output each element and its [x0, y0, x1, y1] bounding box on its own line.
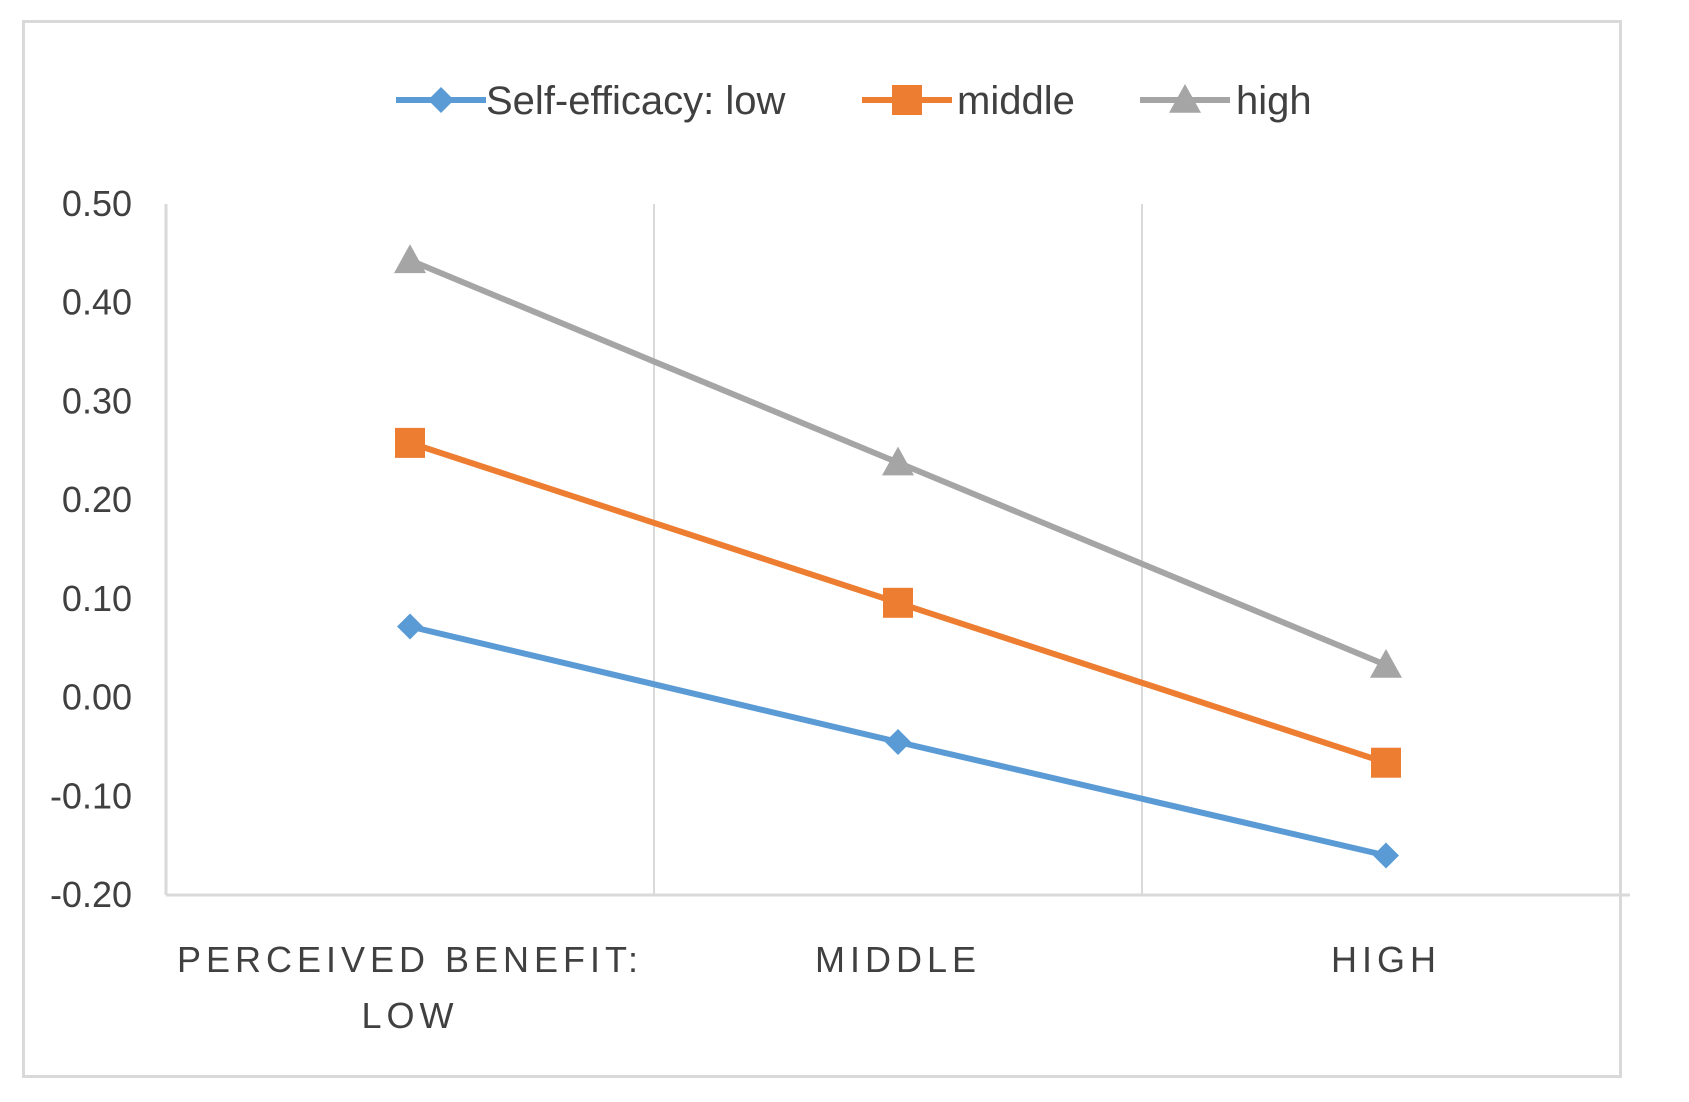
x-category-label: HIGH — [1331, 939, 1441, 980]
data-point — [394, 244, 426, 274]
series-triangle — [394, 244, 1402, 678]
series-square — [395, 427, 1401, 778]
data-point — [397, 613, 423, 640]
gridlines — [653, 204, 1143, 895]
y-tick-label: -0.10 — [50, 775, 132, 816]
y-tick-labels: 0.50 0.40 0.30 0.20 0.10 0.00 -0.10 -0.20 — [50, 183, 132, 915]
series-layer — [394, 244, 1402, 869]
legend-marker — [428, 87, 454, 113]
y-tick-label: 0.00 — [62, 677, 132, 718]
x-category-label: LOW — [361, 995, 458, 1036]
legend-item: Self-efficacy: low — [396, 79, 785, 123]
legend-marker — [1169, 84, 1201, 113]
y-tick-label: 0.20 — [62, 479, 132, 520]
x-category-labels: PERCEIVED BENEFIT: LOW MIDDLE HIGH — [177, 939, 1441, 1036]
legend-item: middle — [862, 79, 1075, 123]
data-point — [882, 446, 914, 476]
data-point — [1371, 747, 1401, 778]
legend-label: high — [1236, 79, 1312, 123]
legend-label: Self-efficacy: low — [486, 79, 785, 123]
y-tick-label: 0.10 — [62, 578, 132, 619]
y-tick-label: -0.20 — [50, 874, 132, 915]
y-tick-label: 0.30 — [62, 380, 132, 421]
legend-label: middle — [957, 79, 1075, 123]
x-category-label: MIDDLE — [815, 939, 981, 980]
data-point — [883, 587, 913, 618]
series-diamond — [397, 613, 1399, 869]
y-tick-label: 0.40 — [62, 282, 132, 323]
chart-frame — [22, 20, 1622, 1078]
data-point — [885, 728, 911, 755]
y-tick-label: 0.50 — [62, 183, 132, 224]
legend-marker — [892, 85, 922, 115]
axes — [164, 204, 1630, 897]
legend-item: high — [1140, 79, 1312, 123]
data-point — [1373, 842, 1399, 869]
legend: Self-efficacy: low middle high — [396, 79, 1312, 123]
data-point — [1370, 648, 1402, 678]
data-point — [395, 427, 425, 458]
x-category-label: PERCEIVED BENEFIT: — [177, 939, 643, 980]
